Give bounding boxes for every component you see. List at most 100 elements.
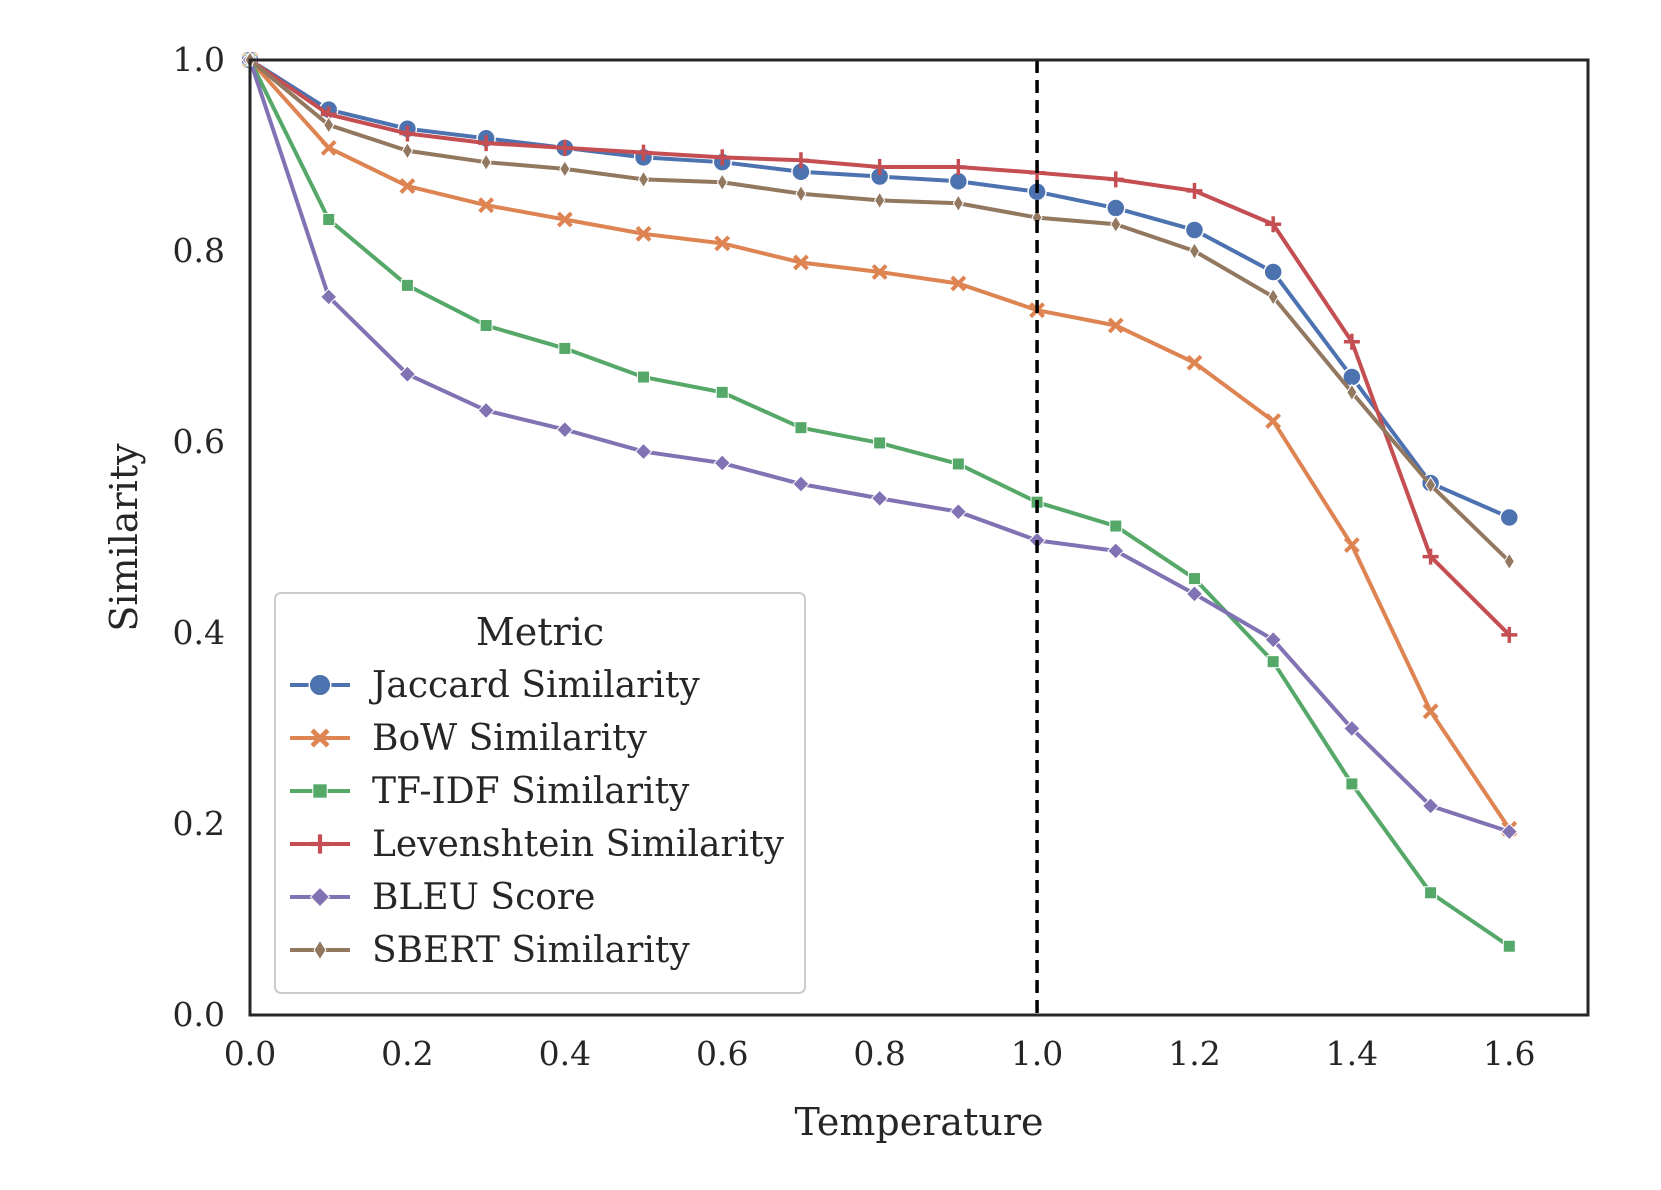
data-point	[478, 135, 495, 152]
data-point	[1107, 542, 1125, 560]
y-tick-label: 1.0	[173, 40, 225, 79]
data-point	[398, 365, 417, 383]
legend-marker	[308, 673, 332, 697]
data-point	[399, 178, 416, 194]
data-point	[635, 225, 652, 242]
data-point	[320, 139, 337, 156]
x-tick-label: 1.4	[1326, 1034, 1378, 1073]
data-point	[480, 153, 492, 172]
axis-ticks: 0.0 0.2 0.4 0.6 0.8 1.0 1.2 1.4 1.6 0.0 0.2 0.4 0.6 0…	[173, 40, 1536, 1073]
data-point	[792, 475, 810, 493]
legend-title: Metric	[476, 610, 604, 654]
data-point	[1107, 317, 1124, 334]
series-tf-idf-similarity	[243, 53, 1516, 953]
data-point	[1267, 287, 1279, 306]
data-point	[795, 184, 807, 203]
data-point	[559, 159, 571, 178]
x-tick-label: 0.0	[224, 1034, 276, 1073]
data-point	[1345, 777, 1359, 791]
data-point	[1500, 822, 1519, 841]
data-point	[1503, 552, 1515, 571]
legend-marker	[310, 728, 330, 748]
data-point	[1421, 797, 1440, 815]
data-point	[874, 191, 886, 210]
data-point	[1107, 171, 1124, 188]
legend-label: Jaccard Similarity	[368, 665, 700, 706]
data-point	[634, 442, 653, 461]
data-point	[1186, 354, 1203, 371]
x-tick-label: 1.2	[1168, 1034, 1220, 1073]
legend-label: BoW Similarity	[372, 718, 648, 759]
x-tick-label: 0.4	[539, 1034, 591, 1073]
data-point	[1422, 548, 1439, 565]
data-point	[873, 436, 887, 450]
data-point	[1501, 626, 1518, 643]
legend-item: TF-IDF Similarity	[290, 771, 690, 812]
y-tick-label: 0.6	[173, 422, 225, 461]
data-point	[1424, 886, 1438, 900]
data-point	[951, 457, 965, 471]
data-point	[1265, 413, 1282, 429]
data-point	[793, 254, 809, 271]
data-point	[949, 503, 968, 521]
legend-marker	[313, 939, 327, 961]
series-bow-similarity	[242, 52, 1518, 837]
x-tick-label: 1.0	[1011, 1034, 1063, 1073]
data-point	[1343, 719, 1361, 738]
legend-item: BoW Similarity	[290, 718, 648, 759]
legend-marker	[312, 783, 328, 799]
data-point	[1265, 216, 1282, 233]
data-point	[714, 235, 731, 252]
legend-label: Levenshtein Similarity	[372, 824, 785, 865]
data-point	[952, 194, 964, 213]
y-axis-label: Similarity	[102, 443, 146, 632]
data-point	[1184, 220, 1205, 240]
data-point	[637, 370, 651, 384]
data-point	[637, 170, 650, 189]
series-sbert-similarity	[244, 51, 1515, 571]
legend-label: BLEU Score	[372, 877, 595, 918]
data-point	[870, 489, 889, 508]
axes-frame	[248, 58, 1590, 1017]
data-point	[792, 152, 809, 169]
data-point	[1422, 703, 1439, 720]
data-point	[556, 139, 573, 156]
legend-marker	[309, 886, 331, 908]
x-tick-label: 1.6	[1483, 1034, 1535, 1073]
data-point	[871, 158, 888, 175]
data-point	[1263, 262, 1283, 282]
data-point	[871, 264, 888, 280]
legend-box	[274, 592, 806, 994]
legend-marker	[310, 834, 330, 854]
data-point	[556, 211, 573, 228]
data-point	[1110, 215, 1122, 234]
data-point	[477, 401, 495, 420]
x-tick-label: 0.8	[853, 1034, 905, 1073]
data-point	[1186, 182, 1203, 199]
data-point	[1343, 537, 1360, 554]
data-point	[400, 278, 414, 292]
legend-item: Jaccard Similarity	[290, 665, 700, 706]
data-point	[1187, 572, 1201, 586]
data-point	[948, 171, 969, 192]
data-point	[323, 115, 335, 134]
data-point	[713, 454, 731, 472]
y-tick-label: 0.2	[173, 804, 225, 843]
x-axis-label: Temperature	[795, 1100, 1044, 1144]
data-point	[558, 341, 572, 355]
data-point	[1185, 585, 1204, 603]
data-point	[1109, 519, 1123, 533]
legend-label: SBERT Similarity	[372, 930, 690, 971]
data-point	[399, 125, 416, 142]
data-point	[950, 158, 967, 175]
data-point	[1424, 476, 1437, 494]
data-point	[1106, 198, 1126, 218]
data-point	[635, 144, 652, 161]
data-point	[794, 421, 808, 435]
data-point	[479, 318, 493, 332]
legend-item: Levenshtein Similarity	[290, 824, 785, 865]
legend-item: BLEU Score	[290, 877, 595, 918]
plot-area	[240, 50, 1520, 1015]
data-point	[556, 420, 574, 439]
